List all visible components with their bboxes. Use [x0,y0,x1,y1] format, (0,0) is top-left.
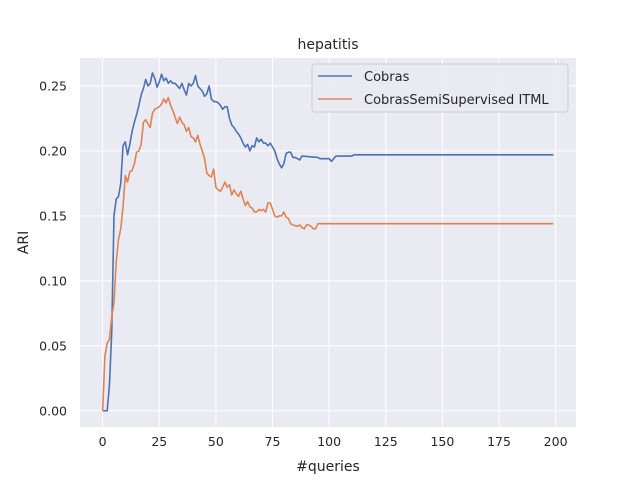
plot-area [80,58,576,427]
legend-label-cobras: Cobras [364,70,410,85]
x-tick-label: 125 [374,434,398,449]
y-axis-ticks: 0.00 0.05 0.10 0.15 0.20 0.25 [39,78,67,418]
series-line-cobrassemisupervised-itml [101,96,554,411]
series-line-cobras [102,72,554,412]
x-tick-label: 75 [265,434,281,449]
x-tick-label: 0 [99,434,107,449]
x-tick-label: 50 [208,434,224,449]
y-axis-label: ARI [16,231,32,254]
y-tick-label: 0.15 [39,208,67,223]
y-tick-label: 0.10 [39,273,67,288]
y-tick-label: 0.00 [39,403,67,418]
y-tick-label: 0.20 [39,143,67,158]
x-axis-label: #queries [296,459,360,475]
y-tick-label: 0.25 [39,78,67,93]
x-axis-ticks: 0 25 50 75 100 125 150 175 200 [99,434,568,449]
x-tick-label: 25 [151,434,167,449]
series-layer [101,72,554,412]
x-tick-label: 200 [544,434,568,449]
chart-title: hepatitis [297,37,358,53]
legend-box [311,63,569,113]
legend: Cobras CobrasSemiSupervised ITML [311,63,569,113]
legend-label-cobrassemisupervised-itml: CobrasSemiSupervised ITML [364,93,549,108]
x-tick-label: 100 [317,434,341,449]
x-tick-label: 150 [430,434,454,449]
y-tick-label: 0.05 [39,338,67,353]
x-tick-label: 175 [487,434,511,449]
